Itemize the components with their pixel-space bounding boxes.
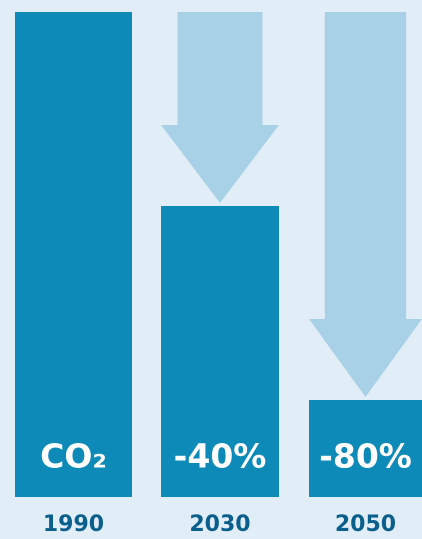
bar xyxy=(161,206,279,497)
bar-label: -80% xyxy=(319,437,412,476)
reduction-arrow xyxy=(161,12,279,203)
reduction-arrow xyxy=(309,12,422,397)
x-tick-label: 2030 xyxy=(189,512,250,537)
x-tick-label: 1990 xyxy=(43,512,104,537)
bar xyxy=(15,12,132,497)
bar-label: CO₂ xyxy=(40,437,107,476)
x-tick-label: 2050 xyxy=(335,512,396,537)
bar-label: -40% xyxy=(174,437,267,476)
bar xyxy=(309,400,422,497)
